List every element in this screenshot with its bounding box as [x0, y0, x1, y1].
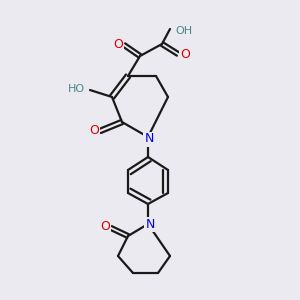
Text: O: O — [113, 38, 123, 50]
Text: O: O — [180, 47, 190, 61]
Text: O: O — [89, 124, 99, 136]
Text: N: N — [144, 133, 154, 146]
Text: N: N — [145, 218, 155, 230]
Text: HO: HO — [68, 84, 85, 94]
Text: OH: OH — [175, 26, 192, 36]
Text: O: O — [100, 220, 110, 233]
